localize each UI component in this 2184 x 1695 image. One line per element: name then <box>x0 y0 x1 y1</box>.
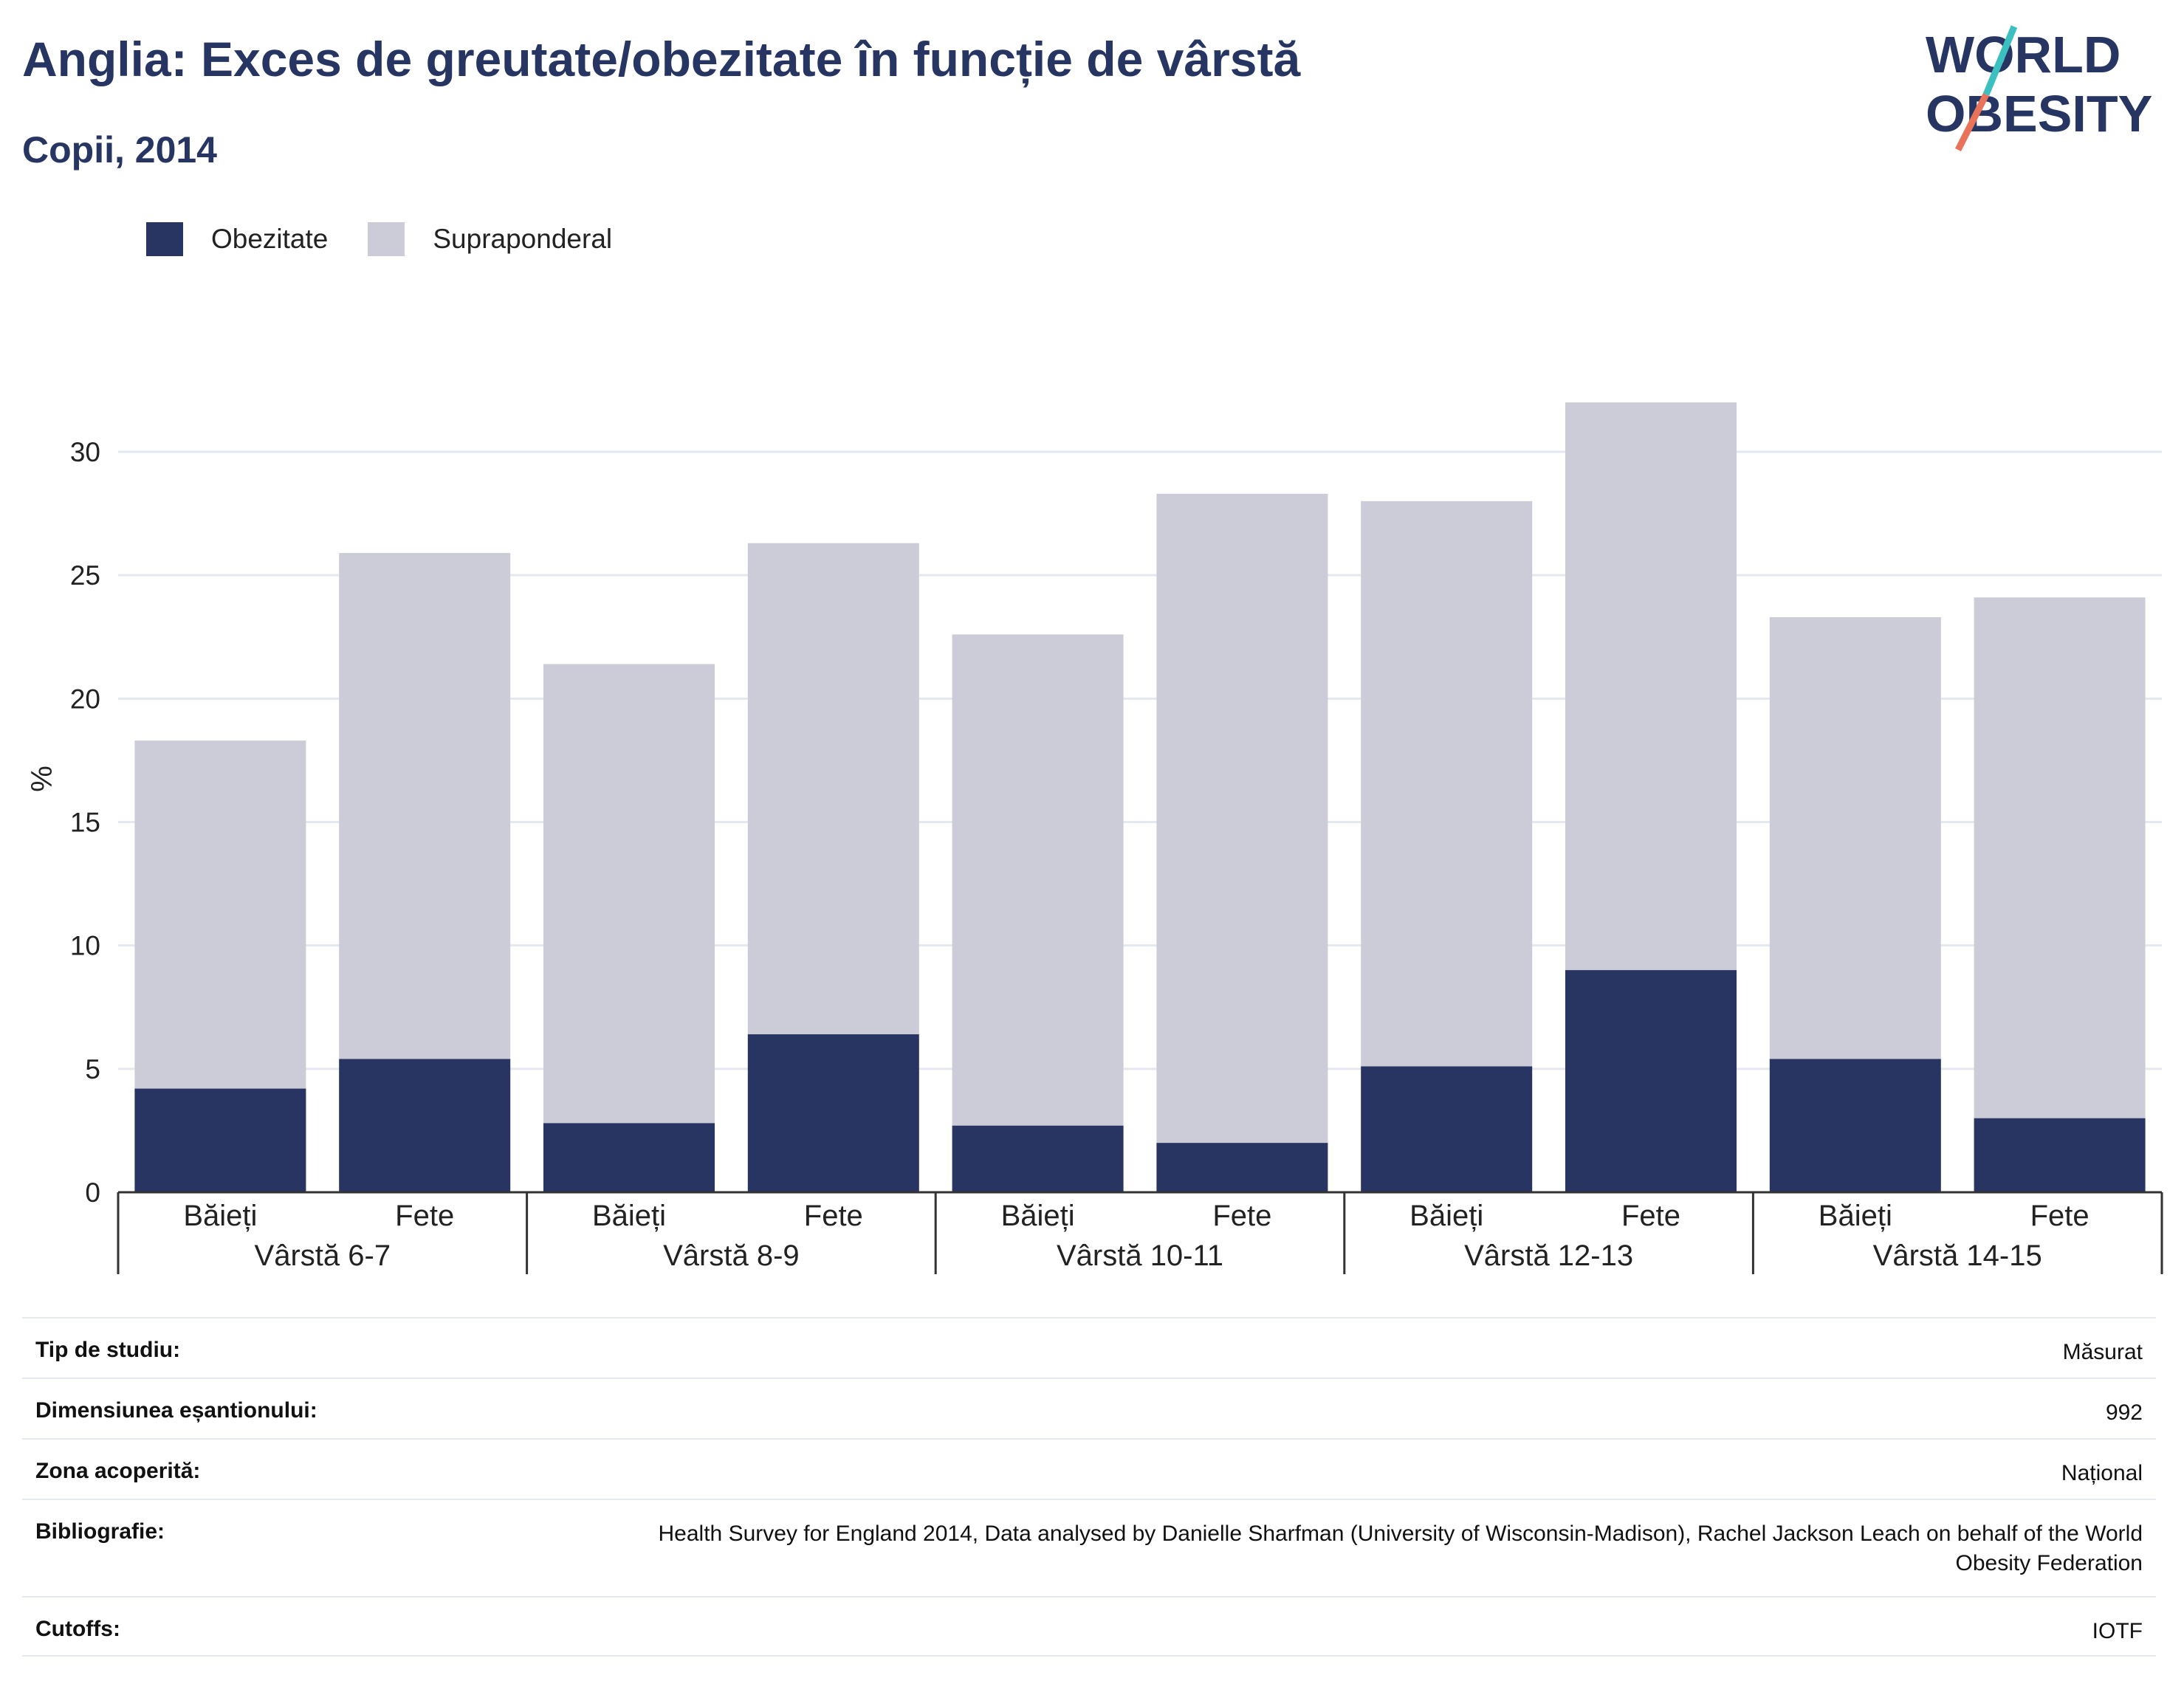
x-subcategory-label: Fete <box>1621 1200 1680 1232</box>
bar-overweight <box>1769 617 1941 1059</box>
world-obesity-logo: WORLD OBESITY <box>1926 25 2152 152</box>
bar-obesity <box>339 1059 511 1192</box>
legend-label-overweight: Supraponderal <box>433 224 613 254</box>
x-group-label: Vârstă 6-7 <box>255 1240 391 1272</box>
x-group-label: Vârstă 12-13 <box>1464 1240 1633 1272</box>
info-value: Health Survey for England 2014, Data ana… <box>658 1522 2143 1575</box>
logo-slash-red <box>1954 92 1990 152</box>
bar-obesity <box>543 1123 715 1192</box>
bar-overweight <box>1156 493 1328 1144</box>
info-key: Zona acoperită: <box>35 1459 201 1483</box>
bar-overweight <box>747 543 919 1035</box>
y-tick-label: 15 <box>70 808 100 838</box>
legend-label-obesity: Obezitate <box>211 224 329 254</box>
bar-obesity <box>952 1125 1124 1192</box>
x-subcategory-label: Băieți <box>1819 1200 1892 1232</box>
info-value: 992 <box>2105 1400 2143 1425</box>
info-key: Bibliografie: <box>35 1519 165 1544</box>
x-subcategory-label: Fete <box>804 1200 863 1232</box>
bar-obesity <box>1156 1143 1328 1192</box>
bar-overweight <box>1565 402 1737 971</box>
bar-overweight <box>543 664 715 1124</box>
x-subcategory-label: Băieți <box>1409 1200 1483 1232</box>
bar-obesity <box>1565 970 1737 1192</box>
info-key: Tip de studiu: <box>35 1338 181 1362</box>
bar-obesity <box>1769 1059 1941 1192</box>
logo-slash-teal <box>1982 25 2018 96</box>
bar-obesity <box>747 1034 919 1192</box>
x-subcategory-label: Băieți <box>592 1200 666 1232</box>
x-group-label: Vârstă 14-15 <box>1873 1240 2042 1272</box>
info-row-area: Zona acoperită: Național <box>22 1438 2156 1499</box>
x-group-label: Vârstă 10-11 <box>1057 1240 1223 1272</box>
y-tick-label: 0 <box>85 1177 100 1208</box>
info-key: Dimensiunea eșantionului: <box>35 1398 317 1423</box>
info-key: Cutoffs: <box>35 1617 120 1641</box>
legend-swatch-overweight <box>368 222 405 256</box>
y-tick-label: 25 <box>70 560 100 591</box>
chart-subtitle: Copii, 2014 <box>22 129 217 171</box>
bar-overweight <box>952 634 1124 1126</box>
info-value: Măsurat <box>2062 1340 2143 1364</box>
x-group-label: Vârstă 8-9 <box>663 1240 800 1272</box>
info-value: IOTF <box>2092 1619 2143 1643</box>
x-subcategory-label: Băieți <box>1001 1200 1075 1232</box>
y-axis-label: % <box>26 766 58 792</box>
chart-title: Anglia: Exces de greutate/obezitate în f… <box>22 32 1301 86</box>
bar-overweight <box>1974 597 2146 1118</box>
y-tick-label: 5 <box>85 1054 100 1084</box>
bar-overweight <box>339 553 511 1059</box>
y-tick-label: 10 <box>70 931 100 961</box>
y-tick-label: 30 <box>70 437 100 467</box>
legend-swatch-obesity <box>146 222 183 256</box>
x-subcategory-label: Fete <box>2030 1200 2089 1232</box>
y-tick-label: 20 <box>70 684 100 714</box>
info-row-bibliography: Bibliografie: Health Survey for England … <box>22 1499 2156 1596</box>
bar-overweight <box>134 740 306 1089</box>
info-table: Tip de studiu: Măsurat Dimensiunea eșant… <box>22 1317 2156 1657</box>
info-value: Național <box>2061 1461 2143 1485</box>
bar-obesity <box>1974 1118 2146 1192</box>
legend: Obezitate Supraponderal <box>146 219 652 260</box>
logo-line1: WORLD <box>1926 26 2121 83</box>
x-subcategory-label: Fete <box>1212 1200 1271 1232</box>
info-row-study-type: Tip de studiu: Măsurat <box>22 1317 2156 1378</box>
info-row-cutoffs: Cutoffs: IOTF <box>22 1596 2156 1657</box>
bar-overweight <box>1361 501 1533 1067</box>
bar-obesity <box>1361 1066 1533 1192</box>
info-row-sample-size: Dimensiunea eșantionului: 992 <box>22 1378 2156 1438</box>
legend-item-obesity[interactable]: Obezitate <box>146 222 328 256</box>
bar-obesity <box>134 1088 306 1192</box>
legend-item-overweight[interactable]: Supraponderal <box>368 222 612 256</box>
x-subcategory-label: Fete <box>395 1200 454 1232</box>
x-subcategory-label: Băieți <box>183 1200 257 1232</box>
